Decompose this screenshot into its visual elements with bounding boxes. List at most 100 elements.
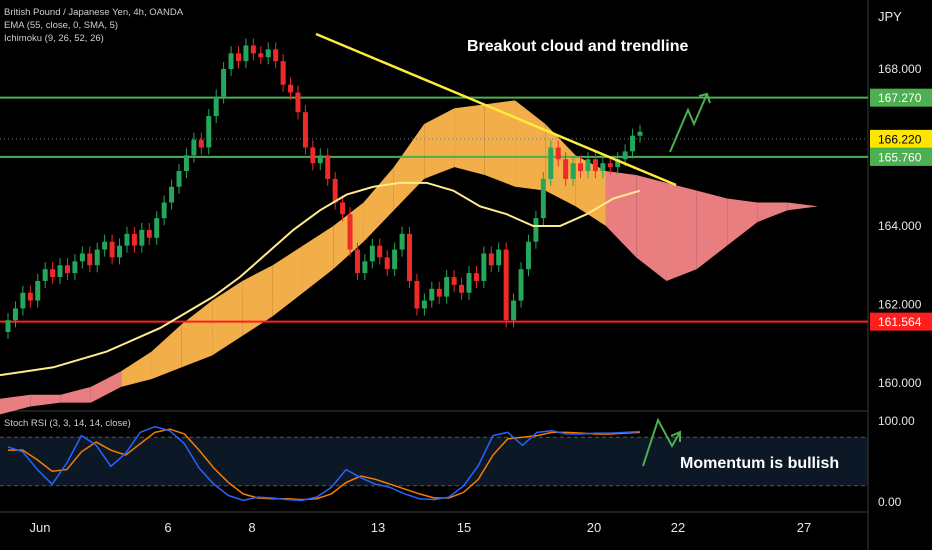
candle-body [295,92,301,113]
candle-body [540,178,546,219]
candle-body [444,277,450,297]
candle-body [72,261,78,274]
candle-body [191,139,197,156]
oscillator-label: Stoch RSI (3, 3, 14, 14, close) [4,418,131,429]
cloud-segment [60,386,91,403]
candle-body [481,253,487,281]
candle-body [563,159,569,179]
candle-body [169,186,175,203]
cloud-segment [605,171,637,258]
candle-body [585,159,591,172]
trendline-line [315,32,677,187]
cloud-segment [0,394,31,415]
cloud-segment [757,202,788,223]
candle-body [273,49,279,62]
candle-body [332,178,338,203]
candle-body [496,249,502,266]
osc-projection-arrowhead [670,430,681,442]
time-tick-label: 13 [371,520,385,535]
candle-body [392,249,398,270]
candle-body [578,163,584,172]
price-tick-label: 164.000 [878,219,922,233]
candle-body [399,233,405,250]
chart-legend: British Pound / Japanese Yen, 4h, OANDA … [4,6,183,45]
currency-label: JPY [878,9,902,24]
candle-body [600,163,606,172]
candle-body [109,241,115,258]
time-tick-label: 27 [797,520,811,535]
cloud-segment [242,265,273,336]
candle-body [525,241,531,270]
oscillator-panel [0,0,869,550]
cloud-segment [545,123,576,207]
candle-body [50,269,56,278]
cloud-segment [484,100,516,187]
cloud-segment [666,182,697,281]
candle-body [592,159,598,172]
stoch-k-line [7,425,641,502]
price-projection-arrowhead [698,92,711,104]
cloud-segment [636,174,667,281]
price-tag-label: 161.564 [878,315,922,329]
candle-body [280,61,286,85]
candle-body [310,147,316,164]
candle-body [518,269,524,301]
indicator-ichimoku-label: Ichimoku (9, 26, 52, 26) [4,33,104,44]
cloud-segment [151,324,182,380]
symbol-title: British Pound / Japanese Yen, 4h, OANDA [4,7,184,18]
oscillator-band [0,437,868,486]
candle-body [436,288,442,297]
candle-body [258,53,264,58]
ichimoku-cloud [0,100,818,415]
cloud-segment [454,104,485,175]
candle-body [555,147,561,160]
candle-body [64,265,70,274]
price-tag-label: 167.270 [878,91,922,105]
candle-body [615,159,621,168]
candle-body [94,249,100,266]
candle-body [117,245,123,258]
time-tick-label: 6 [164,520,171,535]
cloud-segment [393,123,425,211]
candle-body [154,218,160,238]
candle-body [384,257,390,270]
price-axis: JPY 168.000 164.000 162.000 160.000 100.00 0.0… [870,9,932,509]
time-tick-label: 15 [457,520,471,535]
candle-body [354,249,360,274]
time-tick-label: 20 [587,520,601,535]
osc-tick-label: 100.00 [878,414,915,428]
candle-body [176,171,182,187]
candle-body [488,253,494,266]
candle-body [183,155,189,172]
time-axis: Jun 6 8 13 15 20 22 27 [30,520,812,535]
candle-body [250,45,256,54]
time-tick-label: 8 [248,520,255,535]
candle-body [630,135,636,152]
oscillator-annotation: Momentum is bullish [680,455,840,472]
candle-body [533,218,539,242]
candle-body [146,229,152,238]
candle-body [221,69,227,97]
candle-body [131,233,137,246]
cloud-segment [272,245,303,317]
candle-body [421,300,427,309]
main-annotation: Breakout cloud and trendline [467,38,689,55]
price-levels [0,96,868,323]
price-tag-bg [870,147,932,166]
candle-body [637,131,643,136]
candle-body [414,280,420,309]
candle-body [570,163,576,179]
price-tag-bg [870,88,932,107]
candle-body [377,245,383,258]
indicator-ema-label: EMA (55, close, 0, SMA, 5) [4,20,119,31]
cloud-segment [90,371,122,403]
candle-body [622,151,628,160]
candle-body [27,292,33,301]
candle-body [206,116,212,148]
candlestick-series [5,38,643,340]
cloud-segment [515,100,546,191]
candle-body [198,139,204,148]
candle-body [466,273,472,293]
cloud-segment [30,394,61,407]
